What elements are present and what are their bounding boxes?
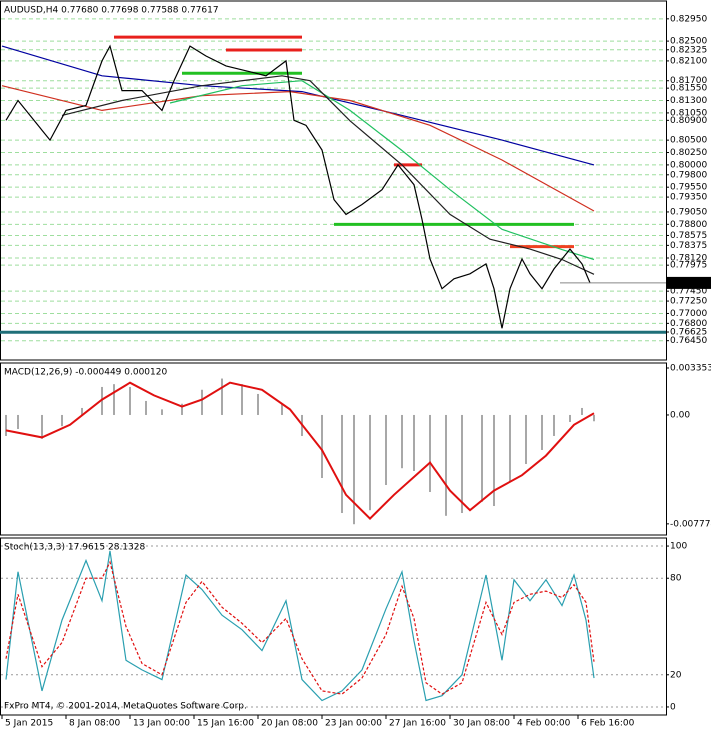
histogram-bar [81, 407, 83, 415]
y-tick-label: 0.77000 [670, 309, 707, 319]
y-tick-label: 0.79050 [670, 207, 707, 217]
x-tick-label: 27 Jan 16:00 [389, 719, 446, 729]
y-tick-label: 0.00 [670, 410, 690, 420]
x-tick-label: 20 Jan 08:00 [261, 719, 318, 729]
histogram-bar [41, 414, 43, 439]
histogram-bar [281, 403, 283, 415]
series-line [5, 44, 591, 329]
y-tick-label: 0.82500 [670, 37, 707, 47]
histogram-bar [493, 414, 495, 507]
y-tick-label: -0.007774 [670, 519, 711, 529]
x-tick-label: 15 Jan 16:00 [197, 719, 254, 729]
histogram-bar [353, 414, 355, 525]
y-tick-label: 0.76625 [670, 328, 707, 338]
y-tick-label: 0.80000 [670, 160, 707, 170]
y-tick-label: 0.003353 [670, 364, 711, 374]
histogram-bar [101, 386, 103, 415]
panel-frame [0, 0, 667, 361]
x-tick-label: 8 Jan 08:00 [69, 719, 121, 729]
histogram-bar [445, 414, 447, 516]
histogram-bar [257, 393, 259, 415]
y-tick-label: 0.80250 [670, 148, 707, 158]
histogram-bar [413, 414, 415, 471]
panel-title: MACD(12,26,9) -0.000449 0.000120 [4, 368, 167, 378]
x-tick-label: 4 Feb 00:00 [517, 719, 571, 729]
histogram-bar [17, 414, 19, 429]
histogram-bar [385, 414, 387, 485]
y-tick-label: 0.82950 [670, 14, 707, 24]
y-tick-label: 100 [670, 542, 687, 552]
y-tick-label: 0.81050 [670, 108, 707, 118]
histogram-bar [181, 403, 183, 415]
series-line [1, 45, 595, 166]
y-tick-label: 0.80900 [670, 116, 707, 126]
panel-title: AUDUSD,H4 0.77680 0.77698 0.77588 0.7761… [4, 6, 219, 16]
histogram-bar [525, 414, 527, 464]
y-tick-label: 0.78375 [670, 241, 707, 251]
histogram-bar [581, 407, 583, 415]
histogram-bar [553, 414, 555, 436]
y-tick-label: 0.81550 [670, 84, 707, 94]
y-tick-label: 0.78120 [670, 253, 707, 263]
x-tick-label: 13 Jan 00:00 [133, 719, 190, 729]
histogram-bar [509, 414, 511, 483]
histogram-bar [541, 414, 543, 450]
y-tick-label: 0 [670, 702, 676, 712]
histogram-bar [341, 414, 343, 514]
histogram-bar [593, 414, 595, 422]
y-tick-label: 0.81300 [670, 96, 707, 106]
series-line [61, 75, 595, 275]
current-price-box [667, 276, 711, 289]
y-tick-label: 0.80500 [670, 136, 707, 146]
series-line [1, 85, 595, 212]
histogram-bar [113, 384, 115, 415]
histogram-bar [401, 414, 403, 469]
x-tick-label: 23 Jan 00:00 [325, 719, 382, 729]
y-tick-label: 0.77450 [670, 287, 707, 297]
y-tick-label: 0.77250 [670, 297, 707, 307]
series-line [169, 80, 595, 261]
histogram-bar [145, 400, 147, 415]
y-tick-label: 0.77975 [670, 261, 707, 271]
x-tick-label: 6 Feb 16:00 [581, 719, 635, 729]
x-tick-label: 5 Jan 2015 [5, 719, 53, 729]
panel-title: Stoch(13,3,3) 17.9615 28.1328 [4, 543, 145, 553]
histogram-bar [129, 386, 131, 415]
histogram-bar [221, 378, 223, 415]
series-line [5, 381, 595, 521]
histogram-bar [569, 414, 571, 422]
series-line [5, 550, 595, 702]
histogram-bar [161, 409, 163, 415]
histogram-bar [461, 414, 463, 514]
panel-frame [0, 362, 667, 536]
y-tick-label: 0.79350 [670, 193, 707, 203]
y-tick-label: 0.78575 [670, 231, 707, 241]
y-tick-label: 0.78800 [670, 220, 707, 230]
panel-frame [0, 537, 667, 716]
histogram-bar [429, 414, 431, 492]
x-tick-label: 30 Jan 08:00 [453, 719, 510, 729]
y-tick-label: 0.76800 [670, 319, 707, 329]
y-tick-label: 0.81700 [670, 76, 707, 86]
histogram-bar [481, 414, 483, 502]
y-tick-label: 0.82100 [670, 56, 707, 66]
histogram-bar [5, 414, 7, 436]
y-tick-label: 20 [670, 670, 682, 680]
current-price-label: 0.77617 [670, 278, 707, 288]
y-tick-label: 0.76450 [670, 336, 707, 346]
y-tick-label: 0.79550 [670, 183, 707, 193]
histogram-bar [321, 414, 323, 478]
histogram-bar [201, 389, 203, 415]
y-tick-label: 0.79800 [670, 170, 707, 180]
y-tick-label: 0.82325 [670, 45, 707, 55]
histogram-bar [241, 384, 243, 415]
histogram-bar [369, 414, 371, 511]
y-tick-label: 80 [670, 574, 682, 584]
copyright: FxPro MT4, © 2001-2014, MetaQuotes Softw… [4, 702, 247, 712]
histogram-bar [61, 414, 63, 427]
